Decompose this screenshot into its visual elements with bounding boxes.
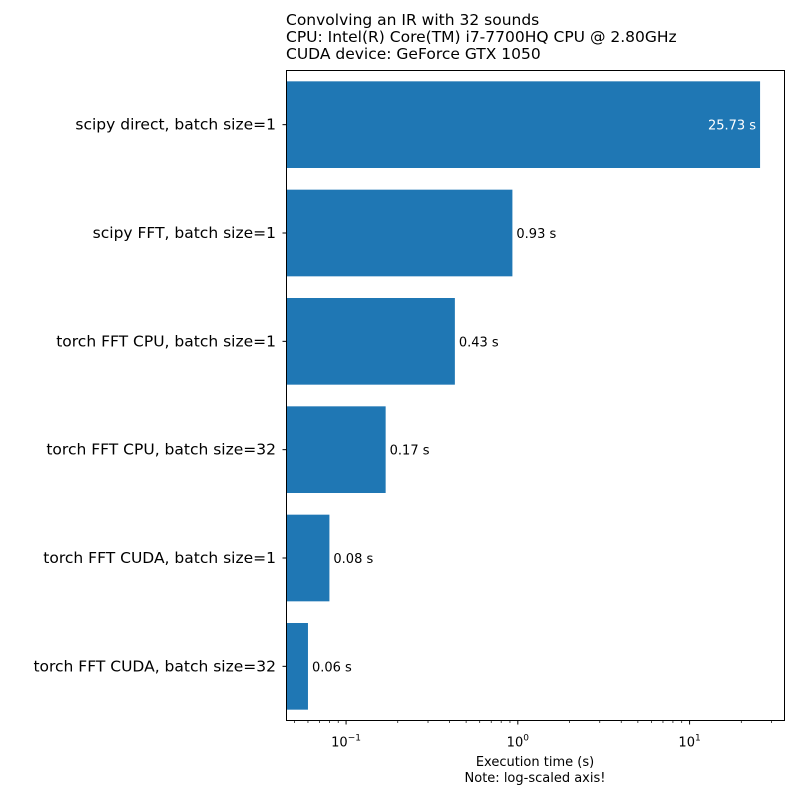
category-label: scipy FFT, batch size=1: [93, 224, 276, 242]
x-tick-exponent: −1: [348, 734, 361, 744]
category-label: torch FFT CPU, batch size=32: [46, 441, 276, 459]
plot-frame: [286, 70, 785, 721]
bar: [286, 623, 308, 710]
x-axis-label-2: Note: log-scaled axis!: [465, 771, 606, 786]
bar: [286, 406, 386, 493]
data-label: 0.93 s: [516, 227, 556, 242]
data-label: 0.08 s: [333, 552, 373, 567]
category-label: torch FFT CUDA, batch size=1: [43, 549, 276, 567]
x-tick-label: 101: [678, 734, 700, 751]
title-line-3: CUDA device: GeForce GTX 1050: [286, 45, 541, 63]
bar: [286, 189, 513, 277]
x-tick-base: 10: [507, 736, 524, 751]
chart-title: Convolving an IR with 32 sounds CPU: Int…: [286, 12, 677, 63]
bar: [286, 514, 330, 602]
bar: [286, 81, 761, 168]
x-tick-exponent: 0: [523, 734, 529, 744]
bar: [286, 298, 455, 385]
x-tick-label: 100: [507, 734, 530, 751]
data-label: 0.43 s: [459, 335, 499, 350]
category-label: torch FFT CPU, batch size=1: [56, 332, 276, 350]
data-label: 0.06 s: [312, 660, 352, 675]
title-line-1: Convolving an IR with 32 sounds: [286, 11, 540, 29]
title-line-2: CPU: Intel(R) Core(TM) i7-7700HQ CPU @ 2…: [286, 28, 677, 46]
x-tick-base: 10: [331, 736, 348, 751]
x-tick-base: 10: [678, 736, 695, 751]
category-label: torch FFT CUDA, batch size=32: [33, 657, 276, 675]
category-label: scipy direct, batch size=1: [75, 116, 276, 134]
data-label: 25.73 s: [708, 119, 756, 134]
x-tick-label: 10−1: [331, 734, 361, 751]
x-axis-label-1: Execution time (s): [476, 755, 594, 770]
x-tick-exponent: 1: [695, 734, 701, 744]
data-label: 0.17 s: [390, 444, 430, 459]
